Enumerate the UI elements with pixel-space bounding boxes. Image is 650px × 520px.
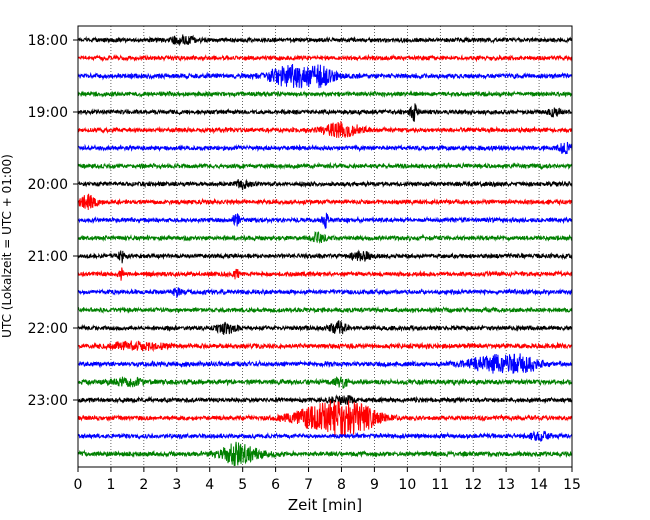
seismogram-trace [77, 64, 573, 89]
y-axis-ticks: 18:00 19:00 20:00 21:00 22:00 23:00 [28, 33, 78, 409]
x-tick-label: 11 [431, 477, 449, 493]
seismogram-trace [77, 161, 573, 171]
seismogram-trace [77, 320, 573, 335]
x-tick-label: 10 [398, 477, 416, 493]
x-tick-label: 7 [304, 477, 313, 493]
x-tick-label: 2 [139, 477, 148, 493]
x-axis-label: Zeit [min] [288, 496, 362, 514]
seismogram-trace [77, 430, 573, 442]
x-tick-label: 6 [271, 477, 280, 493]
x-tick-label: 3 [172, 477, 181, 493]
seismogram-trace [77, 249, 573, 264]
x-tick-label: 14 [530, 477, 548, 493]
x-axis-ticks: 0 1 2 3 4 5 6 7 8 9 10 11 12 13 14 15 [74, 467, 581, 493]
x-tick-label: 9 [370, 477, 379, 493]
plot-frame [77, 25, 573, 468]
y-tick-label: 20:00 [28, 177, 68, 193]
seismogram-traces [77, 34, 573, 467]
seismogram-trace [77, 141, 573, 155]
seismogram-trace [77, 212, 573, 229]
y-tick-label: 23:00 [28, 393, 68, 409]
y-tick-label: 22:00 [28, 321, 68, 337]
seismogram-trace [77, 103, 573, 122]
seismogram-trace [77, 376, 573, 389]
seismogram-trace [77, 120, 573, 138]
x-tick-label: 5 [238, 477, 247, 493]
seismogram-trace [77, 353, 573, 374]
x-tick-label: 8 [337, 477, 346, 493]
seismogram-trace [77, 193, 573, 210]
seismogram-trace [77, 90, 573, 99]
y-axis-label: UTC (Lokalzeit = UTC + 01:00) [0, 154, 14, 338]
x-tick-label: 12 [464, 477, 482, 493]
x-tick-label: 13 [497, 477, 515, 493]
seismogram-trace [77, 267, 573, 281]
seismogram-trace [77, 441, 573, 467]
x-tick-label: 4 [205, 477, 214, 493]
seismogram-trace [77, 230, 573, 244]
y-tick-label: 18:00 [28, 33, 68, 49]
seismogram-trace [77, 306, 573, 314]
seismogram-trace [77, 394, 573, 406]
x-tick-label: 15 [563, 477, 581, 493]
seismogram-trace [77, 340, 573, 353]
seismogram-trace [77, 34, 573, 47]
seismogram-trace [77, 53, 573, 63]
y-tick-label: 19:00 [28, 105, 68, 121]
seismogram-trace [77, 287, 573, 298]
seismogram-trace [77, 400, 573, 438]
seismogram-trace [77, 178, 573, 191]
x-tick-label: 1 [106, 477, 115, 493]
x-tick-label: 0 [74, 477, 83, 493]
y-tick-label: 21:00 [28, 249, 68, 265]
